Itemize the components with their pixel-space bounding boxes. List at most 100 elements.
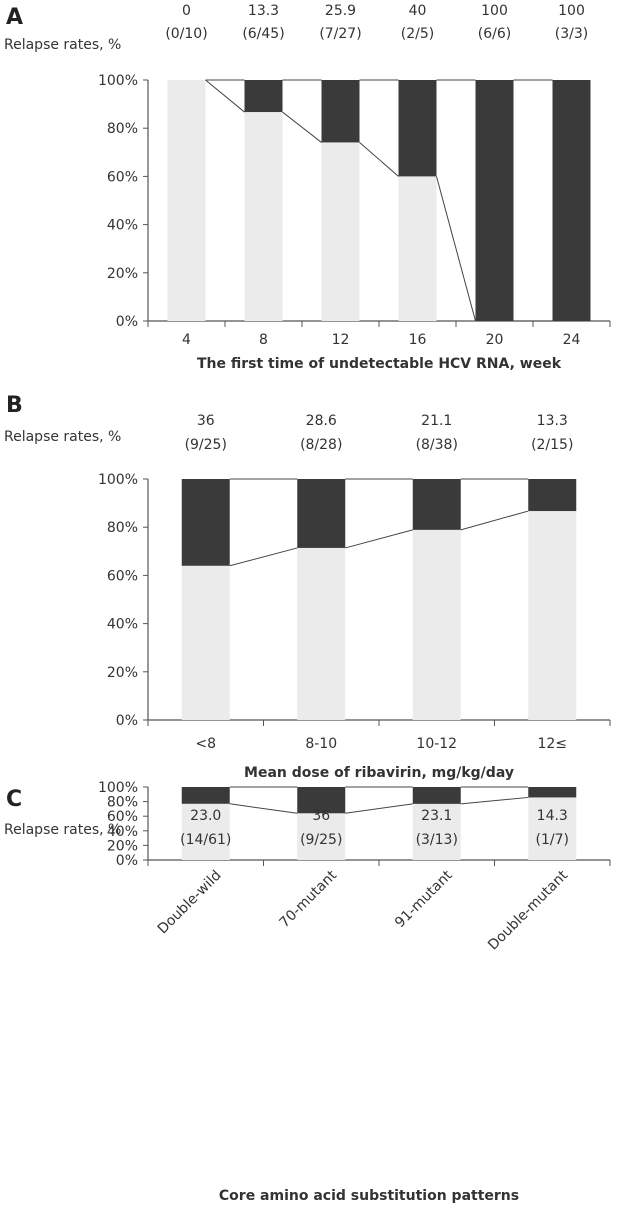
y-tick-label: 80%: [107, 795, 138, 811]
relapse-rate-value: 13.3: [537, 413, 568, 429]
bar-relapse-5: [552, 80, 591, 321]
bar-relapse-0: [181, 787, 230, 804]
relapse-fraction: (6/45): [242, 26, 284, 42]
x-tick-label: 4: [182, 332, 191, 348]
boundary-connector: [282, 111, 322, 143]
relapse-rate-value: 0: [182, 3, 191, 19]
relapse-rate-value: 100: [481, 3, 508, 19]
y-tick-label: 100%: [98, 73, 138, 89]
bar-relapse-1: [244, 80, 283, 113]
bar-relapse-2: [321, 80, 360, 143]
y-tick-label: 0%: [116, 853, 138, 869]
y-tick-label: 80%: [107, 121, 138, 137]
bar-response-3: [528, 797, 577, 860]
y-tick-label: 20%: [107, 665, 138, 681]
bar-response-0: [181, 565, 230, 720]
chart-panel-a: A Relapse rates, % 0% 20% 40% 60% 80% 100% 0 (0/1…: [4, 3, 611, 372]
relapse-rate-value: 13.3: [248, 3, 279, 19]
bar-response-2: [412, 803, 461, 860]
relapse-fraction: (14/61): [180, 832, 231, 848]
relapse-rate-value: 25.9: [325, 3, 356, 19]
x-tick-label: 12: [332, 332, 350, 348]
y-tick-label: 20%: [107, 266, 138, 282]
x-tick-label: 91-mutant: [392, 867, 456, 931]
x-tick-label: Double-wild: [155, 868, 225, 938]
relapse-rate-value: 23.1: [421, 808, 452, 824]
relapse-fraction: (7/27): [319, 26, 361, 42]
boundary-connector: [345, 803, 413, 814]
bar-response-2: [412, 529, 461, 720]
bar-relapse-2: [412, 787, 461, 804]
y-tick-label: 40%: [107, 824, 138, 840]
relapse-fraction: (3/3): [555, 26, 588, 42]
x-tick-label: 24: [563, 332, 581, 348]
x-axis-label: Mean dose of ribavirin, mg/kg/day: [244, 765, 514, 781]
bar-relapse-2: [412, 479, 461, 530]
boundary-connector: [345, 529, 413, 549]
y-tick-label: 100%: [98, 472, 138, 488]
relapse-rate-value: 36: [312, 808, 330, 824]
bar-relapse-1: [297, 787, 346, 814]
bar-relapse-4: [475, 80, 514, 321]
bar-response-3: [528, 511, 577, 720]
bar-response-0: [167, 80, 206, 321]
relapse-fraction: (2/5): [401, 26, 434, 42]
boundary-connector: [359, 142, 399, 177]
panel-letter: A: [6, 5, 23, 30]
panel-letter: B: [6, 393, 23, 418]
x-tick-label: 20: [486, 332, 504, 348]
y-tick-label: 80%: [107, 520, 138, 536]
chart-panel-c: C Relapse rates, % 0%20%40%60%80%100% 23.0 (…: [4, 780, 611, 1204]
relapse-rate-value: 36: [197, 413, 215, 429]
boundary-connector: [460, 796, 529, 805]
bar-response-1: [297, 547, 346, 720]
bar-response-1: [297, 813, 346, 860]
bar-relapse-3: [528, 787, 577, 798]
bar-response-2: [321, 142, 360, 321]
relapse-rate-label: Relapse rates, %: [4, 429, 121, 445]
y-tick-label: 60%: [107, 169, 138, 185]
bar-response-0: [181, 803, 230, 860]
x-tick-label: 10-12: [416, 736, 457, 752]
relapse-fraction: (9/25): [300, 832, 342, 848]
y-tick-label: 60%: [107, 809, 138, 825]
bar-response-3: [398, 176, 437, 321]
x-axis-label: The first time of undetectable HCV RNA, …: [197, 356, 562, 372]
relapse-rate-value: 21.1: [421, 413, 452, 429]
x-tick-label: <8: [195, 736, 216, 752]
x-tick-label: 12≤: [537, 736, 567, 752]
bar-relapse-1: [297, 479, 346, 548]
relapse-rate-value: 100: [558, 3, 585, 19]
bar-relapse-0: [181, 479, 230, 566]
boundary-connector: [436, 176, 476, 322]
x-tick-label: 16: [409, 332, 427, 348]
y-tick-label: 40%: [107, 218, 138, 234]
x-tick-label: 8: [259, 332, 268, 348]
boundary-connector: [229, 547, 298, 567]
relapse-fraction: (9/25): [185, 437, 227, 453]
bar-response-1: [244, 112, 283, 321]
y-tick-label: 0%: [116, 314, 138, 330]
chart-panel-b: B Relapse rates, % 0% 20% 40% 60% 80% 100% 36 (9/…: [4, 393, 611, 781]
x-tick-label: 70-mutant: [277, 867, 341, 931]
relapse-rate-value: 28.6: [306, 413, 337, 429]
relapse-fraction: (2/15): [531, 437, 573, 453]
panel-letter: C: [6, 787, 22, 812]
relapse-rate-value: 14.3: [537, 808, 568, 824]
relapse-rate-label: Relapse rates, %: [4, 822, 121, 838]
relapse-fraction: (8/28): [300, 437, 342, 453]
bar-relapse-3: [528, 479, 577, 512]
y-tick-label: 60%: [107, 568, 138, 584]
relapse-fraction: (8/38): [416, 437, 458, 453]
bar-relapse-3: [398, 80, 437, 177]
relapse-fraction: (3/13): [416, 832, 458, 848]
boundary-connector: [460, 510, 529, 531]
relapse-fraction: (0/10): [165, 26, 207, 42]
x-axis-label: Core amino acid substitution patterns: [219, 1188, 519, 1204]
relapse-fraction: (6/6): [478, 26, 511, 42]
x-tick-label: 8-10: [305, 736, 337, 752]
relapse-rate-value: 23.0: [190, 808, 221, 824]
x-tick-label: Double-mutant: [485, 867, 571, 953]
y-tick-label: 100%: [98, 780, 138, 796]
